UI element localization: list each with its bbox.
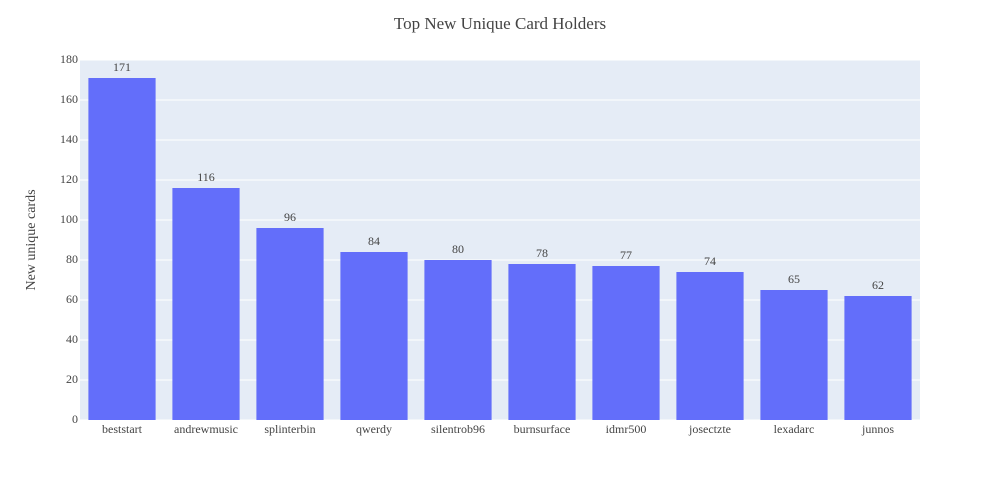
value-label: 116	[197, 170, 215, 184]
y-tick-label: 80	[66, 252, 78, 266]
x-tick-label: silentrob96	[431, 422, 485, 436]
bar	[508, 264, 576, 420]
value-label: 80	[452, 242, 464, 256]
value-label: 96	[284, 210, 296, 224]
bar	[592, 266, 660, 420]
x-tick-label: qwerdy	[356, 422, 392, 436]
bar	[256, 228, 324, 420]
x-tick-label: josectzte	[688, 422, 731, 436]
x-tick-label: idmr500	[606, 422, 647, 436]
value-label: 171	[113, 60, 131, 74]
y-tick-label: 60	[66, 292, 78, 306]
value-label: 84	[368, 234, 380, 248]
y-tick-label: 120	[60, 172, 78, 186]
bar	[88, 78, 156, 420]
x-tick-label: andrewmusic	[174, 422, 238, 436]
y-tick-label: 100	[60, 212, 78, 226]
chart-title: Top New Unique Card Holders	[394, 14, 606, 33]
value-label: 74	[704, 254, 716, 268]
y-tick-label: 40	[66, 332, 78, 346]
x-tick-label: burnsurface	[514, 422, 571, 436]
y-tick-label: 20	[66, 372, 78, 386]
y-tick-label: 0	[72, 412, 78, 426]
y-tick-label: 160	[60, 92, 78, 106]
bar	[844, 296, 912, 420]
x-tick-label: lexadarc	[774, 422, 815, 436]
y-tick-label: 180	[60, 52, 78, 66]
bar	[676, 272, 744, 420]
y-axis-label: New unique cards	[24, 189, 39, 290]
bar	[172, 188, 240, 420]
y-tick-label: 140	[60, 132, 78, 146]
value-label: 65	[788, 272, 800, 286]
x-tick-label: splinterbin	[264, 422, 315, 436]
value-label: 78	[536, 246, 548, 260]
value-label: 77	[620, 248, 632, 262]
bar	[760, 290, 828, 420]
x-tick-label: beststart	[102, 422, 143, 436]
bar	[340, 252, 408, 420]
bar	[424, 260, 492, 420]
value-label: 62	[872, 278, 884, 292]
x-tick-label: junnos	[861, 422, 894, 436]
